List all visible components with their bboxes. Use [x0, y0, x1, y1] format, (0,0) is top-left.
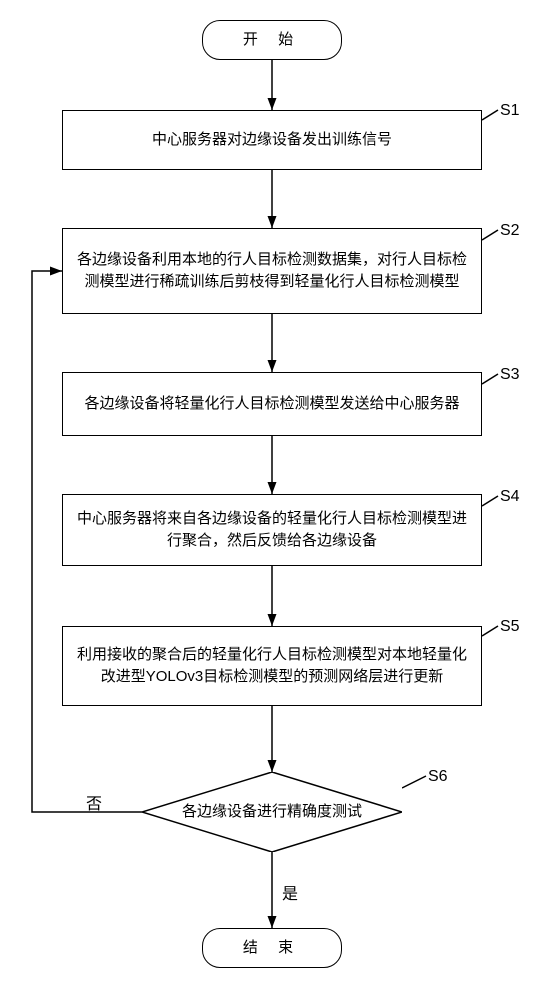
edge-label-yes-text: 是 — [282, 886, 298, 903]
label-s6-text: S6 — [428, 768, 448, 785]
node-s2-text: 各边缘设备利用本地的行人目标检测数据集，对行人目标检测模型进行稀疏训练后剪枝得到… — [75, 249, 469, 294]
node-s4-text: 中心服务器将来自各边缘设备的轻量化行人目标检测模型进行聚合，然后反馈给各边缘设备 — [75, 508, 469, 553]
label-s5: S5 — [500, 618, 520, 636]
node-s4: 中心服务器将来自各边缘设备的轻量化行人目标检测模型进行聚合，然后反馈给各边缘设备 — [62, 494, 482, 566]
edge-label-no: 否 — [86, 790, 102, 814]
node-s3: 各边缘设备将轻量化行人目标检测模型发送给中心服务器 — [62, 372, 482, 436]
label-s1-text: S1 — [500, 102, 520, 119]
node-end: 结 束 — [202, 928, 342, 968]
node-s1: 中心服务器对边缘设备发出训练信号 — [62, 110, 482, 170]
label-s3: S3 — [500, 366, 520, 384]
label-s4: S4 — [500, 488, 520, 506]
flowchart-container: 开 始 中心服务器对边缘设备发出训练信号 各边缘设备利用本地的行人目标检测数据集… — [0, 0, 544, 1000]
label-s3-text: S3 — [500, 366, 520, 383]
label-s2: S2 — [500, 222, 520, 240]
label-s6: S6 — [428, 768, 448, 786]
node-start: 开 始 — [202, 20, 342, 60]
label-s5-text: S5 — [500, 618, 520, 635]
node-end-text: 结 束 — [243, 937, 301, 960]
label-s2-text: S2 — [500, 222, 520, 239]
node-s3-text: 各边缘设备将轻量化行人目标检测模型发送给中心服务器 — [84, 393, 459, 416]
label-s4-text: S4 — [500, 488, 520, 505]
node-start-text: 开 始 — [243, 29, 301, 52]
node-s6-text: 各边缘设备进行精确度测试 — [182, 801, 362, 824]
node-s5: 利用接收的聚合后的轻量化行人目标检测模型对本地轻量化改进型YOLOv3目标检测模… — [62, 626, 482, 706]
edge-label-no-text: 否 — [86, 796, 102, 813]
node-s5-text: 利用接收的聚合后的轻量化行人目标检测模型对本地轻量化改进型YOLOv3目标检测模… — [75, 644, 469, 689]
node-s1-text: 中心服务器对边缘设备发出训练信号 — [152, 129, 392, 152]
node-s2: 各边缘设备利用本地的行人目标检测数据集，对行人目标检测模型进行稀疏训练后剪枝得到… — [62, 228, 482, 314]
label-s1: S1 — [500, 102, 520, 120]
node-s6: 各边缘设备进行精确度测试 — [142, 772, 402, 852]
edge-label-yes: 是 — [282, 880, 298, 904]
